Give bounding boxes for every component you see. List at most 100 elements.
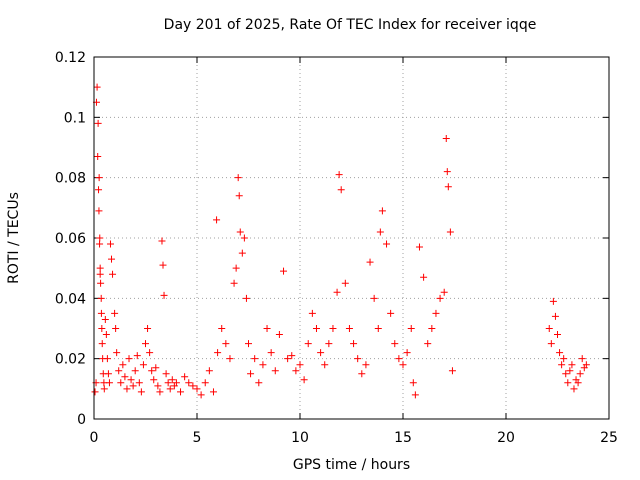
data-point <box>95 186 103 194</box>
data-point <box>97 279 105 287</box>
data-point <box>549 297 557 305</box>
data-point <box>325 340 333 348</box>
data-point <box>103 355 111 363</box>
data-point <box>159 261 167 269</box>
data-point <box>98 340 106 348</box>
data-point <box>383 240 391 248</box>
data-point <box>129 382 137 390</box>
x-tick-label: 5 <box>193 430 202 446</box>
data-point <box>94 153 102 161</box>
data-point <box>337 186 345 194</box>
data-point <box>251 355 259 363</box>
data-point <box>554 331 561 339</box>
data-point <box>308 309 316 317</box>
data-point <box>442 134 450 142</box>
data-point <box>214 349 222 357</box>
data-point <box>378 207 386 215</box>
data-point <box>209 388 217 396</box>
data-point <box>403 349 411 357</box>
data-point <box>350 340 358 348</box>
data-point <box>105 379 113 387</box>
data-point <box>436 294 444 302</box>
data-point <box>102 331 110 339</box>
data-point <box>317 349 325 357</box>
y-tick-label: 0 <box>77 412 86 428</box>
data-point <box>341 279 349 287</box>
data-points <box>91 83 590 399</box>
data-point <box>238 249 246 257</box>
data-point <box>582 361 590 369</box>
data-point <box>121 373 129 381</box>
data-point <box>201 379 209 387</box>
data-point <box>139 361 147 369</box>
data-point <box>366 258 374 266</box>
data-point <box>255 379 263 387</box>
data-point <box>415 243 423 251</box>
data-point <box>558 361 566 369</box>
data-point <box>185 379 193 387</box>
data-point <box>137 388 145 396</box>
data-point <box>125 355 133 363</box>
data-point <box>164 379 172 387</box>
data-point <box>236 228 244 236</box>
data-point <box>101 315 109 323</box>
plot-area-border <box>93 56 610 420</box>
data-point <box>93 83 101 91</box>
data-point <box>440 288 448 296</box>
x-tick-label: 25 <box>600 430 618 446</box>
data-point <box>100 385 108 393</box>
data-point <box>448 367 456 375</box>
data-point <box>564 379 572 387</box>
data-point <box>162 370 170 378</box>
data-point <box>113 349 121 357</box>
data-point <box>560 355 568 363</box>
grid-lines <box>94 57 609 419</box>
data-point <box>321 361 329 369</box>
data-point <box>444 183 452 191</box>
data-point <box>240 234 248 242</box>
data-point <box>144 325 152 332</box>
data-point <box>284 355 292 363</box>
data-point <box>556 349 564 357</box>
data-point <box>230 279 238 287</box>
data-point <box>189 382 197 390</box>
data-point <box>142 340 149 348</box>
data-point <box>370 294 378 302</box>
data-point <box>288 352 296 360</box>
data-point <box>156 388 164 396</box>
data-point <box>275 331 283 339</box>
data-point <box>432 309 440 317</box>
x-tick-label: 20 <box>497 430 515 446</box>
y-tick-label: 0.02 <box>55 352 86 368</box>
data-point <box>106 240 114 248</box>
axis-ticks: 0 0.02 0.04 0.06 0.08 0.1 0.12 0 5 10 15 20 25 <box>55 50 618 446</box>
data-point <box>146 349 154 357</box>
data-point <box>245 340 252 348</box>
data-point <box>218 325 226 332</box>
data-point <box>374 325 382 332</box>
data-point <box>91 388 99 396</box>
data-point <box>94 119 102 127</box>
y-tick-label: 0.1 <box>64 110 86 126</box>
data-point <box>193 385 201 393</box>
data-point <box>96 264 104 272</box>
data-point <box>158 237 166 245</box>
x-tick-label: 15 <box>394 430 412 446</box>
data-point <box>562 370 570 378</box>
data-point <box>345 325 353 332</box>
data-point <box>271 367 279 375</box>
data-point <box>443 168 451 176</box>
data-point <box>376 228 384 236</box>
data-point <box>409 379 417 387</box>
data-point <box>148 367 156 375</box>
x-tick-label: 0 <box>90 430 99 446</box>
data-point <box>115 367 123 375</box>
data-point <box>551 312 559 320</box>
data-point <box>329 325 337 332</box>
y-tick-label: 0.12 <box>55 50 86 66</box>
data-point <box>407 325 415 332</box>
data-point <box>111 309 119 317</box>
data-point <box>152 364 160 372</box>
data-point <box>420 273 428 281</box>
